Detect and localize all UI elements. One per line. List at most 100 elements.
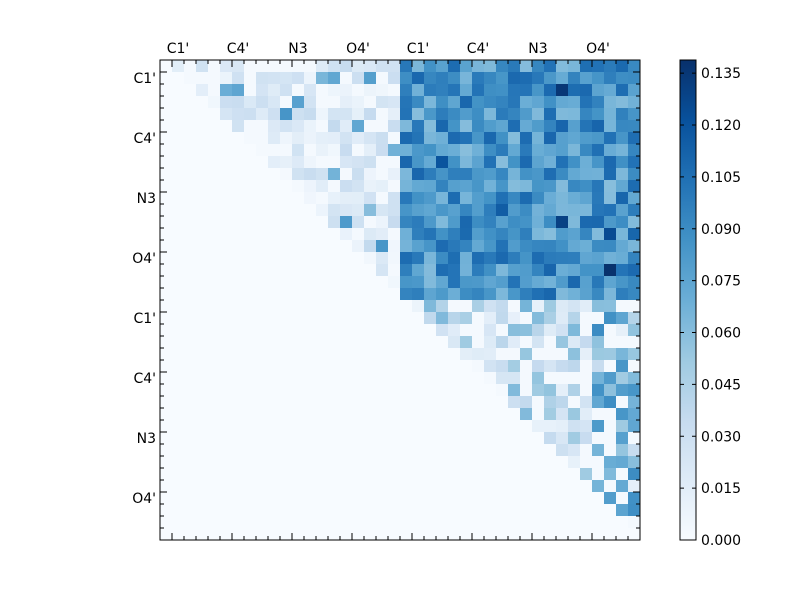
heatmap-cell <box>184 264 197 277</box>
heatmap-cell <box>400 192 413 205</box>
heatmap-cell <box>472 120 485 133</box>
heatmap-cell <box>376 336 389 349</box>
heatmap-cell <box>604 336 617 349</box>
heatmap-cell <box>472 456 485 469</box>
heatmap-cell <box>412 444 425 457</box>
heatmap-cell <box>244 324 257 337</box>
heatmap-cell <box>448 120 461 133</box>
heatmap-cell <box>508 312 521 325</box>
heatmap-cell <box>160 132 173 145</box>
heatmap-cell <box>520 432 533 445</box>
heatmap-cell <box>220 252 233 265</box>
heatmap-cell <box>556 384 569 397</box>
heatmap-cell <box>340 240 353 253</box>
heatmap-cell <box>580 264 593 277</box>
heatmap-cell <box>568 384 581 397</box>
heatmap-cell <box>268 264 281 277</box>
heatmap-cell <box>460 156 473 169</box>
heatmap-cell <box>520 288 533 301</box>
heatmap-cell <box>604 396 617 409</box>
heatmap-cell <box>316 348 329 361</box>
heatmap-cell <box>532 444 545 457</box>
heatmap-cell <box>472 228 485 241</box>
heatmap-cell <box>412 228 425 241</box>
heatmap-cell <box>544 240 557 253</box>
heatmap-cell <box>196 144 209 157</box>
heatmap-cell <box>436 300 449 313</box>
heatmap-cell <box>400 324 413 337</box>
heatmap-cell <box>388 132 401 145</box>
heatmap-cell <box>256 504 269 517</box>
heatmap-cell <box>544 348 557 361</box>
heatmap-cell <box>520 384 533 397</box>
heatmap-cell <box>292 144 305 157</box>
heatmap-cell <box>292 408 305 421</box>
heatmap-cell <box>460 324 473 337</box>
heatmap-cell <box>592 108 605 121</box>
heatmap-cell <box>592 408 605 421</box>
heatmap-cell <box>208 216 221 229</box>
heatmap-cell <box>328 168 341 181</box>
heatmap-cell <box>220 132 233 145</box>
heatmap-cell <box>460 468 473 481</box>
heatmap-cell <box>292 120 305 133</box>
heatmap-cell <box>232 372 245 385</box>
heatmap-cell <box>436 228 449 241</box>
heatmap-cell <box>388 120 401 133</box>
heatmap-cell <box>280 516 293 529</box>
heatmap-cell <box>412 504 425 517</box>
heatmap-cell <box>304 240 317 253</box>
heatmap-cell <box>484 144 497 157</box>
heatmap-cell <box>352 312 365 325</box>
heatmap-cell <box>304 348 317 361</box>
heatmap-cell <box>352 372 365 385</box>
heatmap-cell <box>196 252 209 265</box>
y-tick-label: C4' <box>133 371 156 387</box>
heatmap-cell <box>484 192 497 205</box>
heatmap-cell <box>532 84 545 97</box>
heatmap-cell <box>172 144 185 157</box>
heatmap-cell <box>208 528 221 541</box>
heatmap-cell <box>304 252 317 265</box>
heatmap-cell <box>244 144 257 157</box>
heatmap-cell <box>256 336 269 349</box>
heatmap-cell <box>184 204 197 217</box>
heatmap-cell <box>268 168 281 181</box>
heatmap-cell <box>328 468 341 481</box>
heatmap-cell <box>520 372 533 385</box>
heatmap-cell <box>400 528 413 541</box>
heatmap-cell <box>328 144 341 157</box>
heatmap-cell <box>616 288 629 301</box>
heatmap-cell <box>184 324 197 337</box>
heatmap-cell <box>616 456 629 469</box>
heatmap-cell <box>292 132 305 145</box>
heatmap-cell <box>448 60 461 73</box>
heatmap-cell <box>376 132 389 145</box>
heatmap-cell <box>616 348 629 361</box>
heatmap-cell <box>484 348 497 361</box>
heatmap-cell <box>208 336 221 349</box>
heatmap-cell <box>292 516 305 529</box>
heatmap-cell <box>424 420 437 433</box>
heatmap-cell <box>412 348 425 361</box>
heatmap-cell <box>580 120 593 133</box>
heatmap-cell <box>436 492 449 505</box>
heatmap-cell <box>508 180 521 193</box>
heatmap-cell <box>472 204 485 217</box>
heatmap-cell <box>184 84 197 97</box>
heatmap-cell <box>304 72 317 85</box>
heatmap-cell <box>340 72 353 85</box>
heatmap-cell <box>496 516 509 529</box>
heatmap-cell <box>496 168 509 181</box>
heatmap-cell <box>592 312 605 325</box>
heatmap-cell <box>592 276 605 289</box>
heatmap-cell <box>604 528 617 541</box>
heatmap-cell <box>388 468 401 481</box>
heatmap-cell <box>604 120 617 133</box>
heatmap-cell <box>172 312 185 325</box>
heatmap-cell <box>280 264 293 277</box>
heatmap-cell <box>304 132 317 145</box>
x-tick-label: C4' <box>227 41 250 57</box>
heatmap-cell <box>616 156 629 169</box>
heatmap-cell <box>268 408 281 421</box>
